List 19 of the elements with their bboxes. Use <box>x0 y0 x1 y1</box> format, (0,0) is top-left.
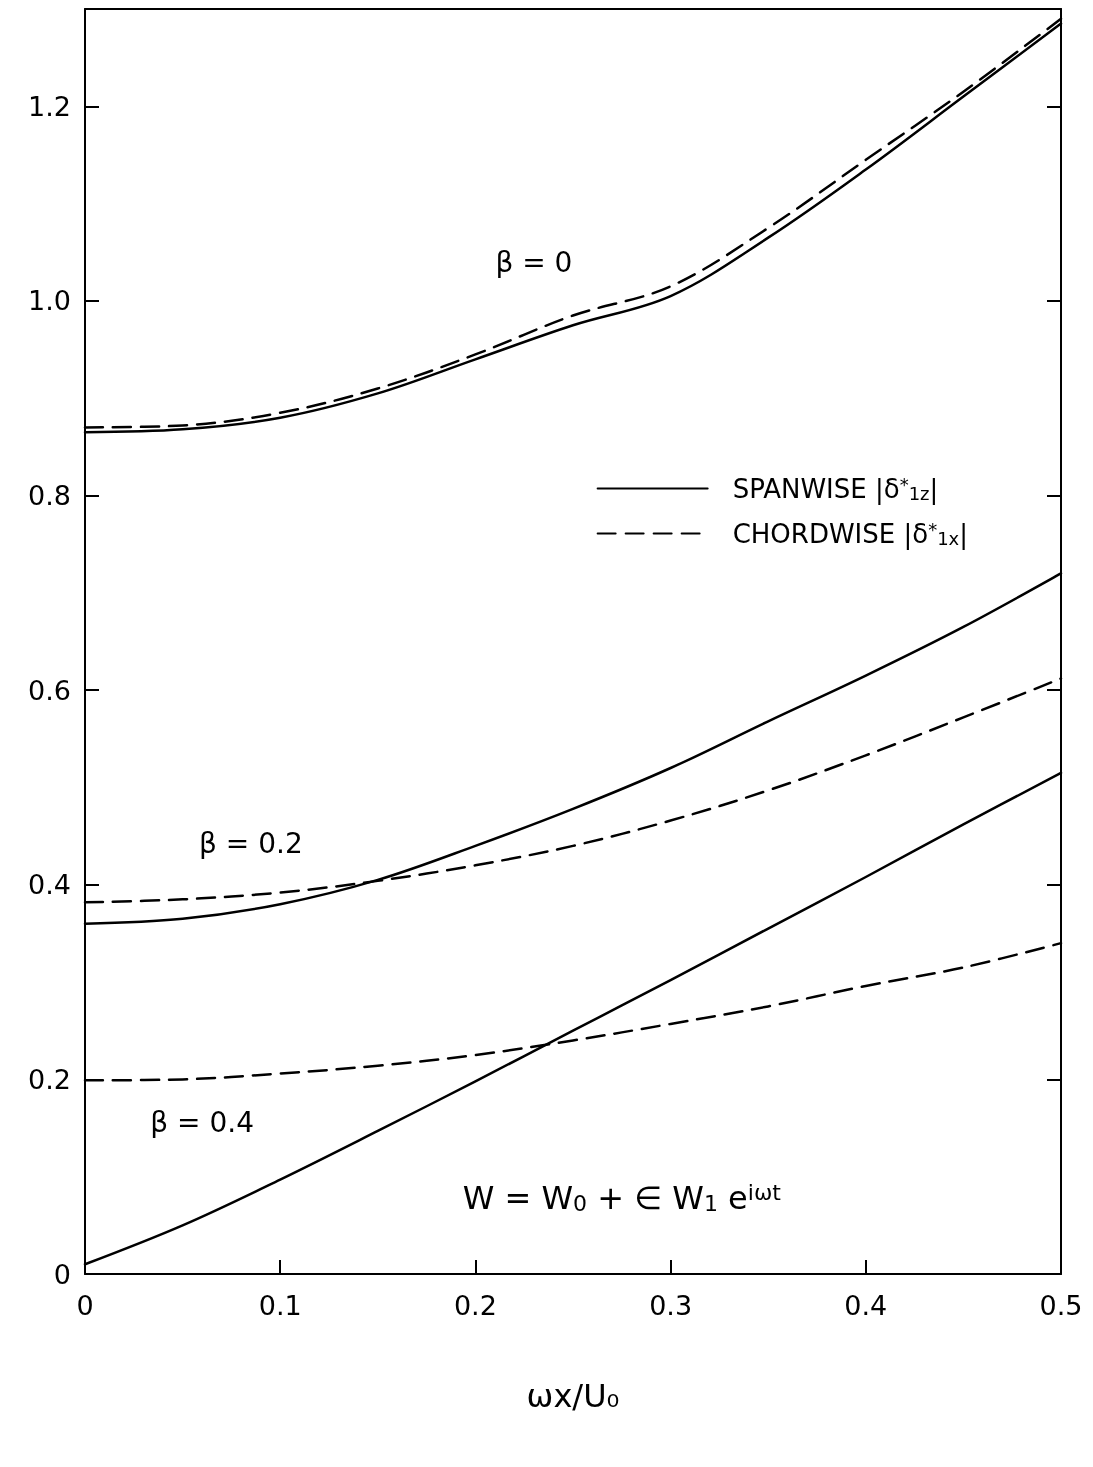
y-tick-label: 0.4 <box>28 869 71 901</box>
legend-label: SPANWISE |δ*1z| <box>732 473 939 505</box>
y-tick-label: 0.2 <box>28 1063 71 1095</box>
legend-label: CHORDWISE |δ*1x| <box>732 518 969 550</box>
y-tick-label: 0 <box>53 1258 71 1290</box>
y-tick-label: 1.2 <box>28 90 71 122</box>
y-tick-label: 1.0 <box>28 285 71 317</box>
x-tick-label: 0 <box>76 1290 94 1321</box>
x-tick-label: 0.2 <box>453 1290 497 1321</box>
x-tick-label: 0.3 <box>649 1290 693 1321</box>
y-tick-label: 0.6 <box>28 674 71 706</box>
annotation: β = 0.2 <box>199 827 303 861</box>
x-tick-label: 0.4 <box>844 1290 888 1321</box>
annotation: β = 0.4 <box>150 1105 254 1139</box>
x-axis-title: ωx/U₀ <box>526 1377 620 1415</box>
y-tick-label: 0.8 <box>28 480 71 512</box>
annotation: β = 0 <box>495 245 573 279</box>
x-tick-label: 0.1 <box>258 1290 302 1321</box>
x-tick-label: 0.5 <box>1039 1290 1083 1321</box>
